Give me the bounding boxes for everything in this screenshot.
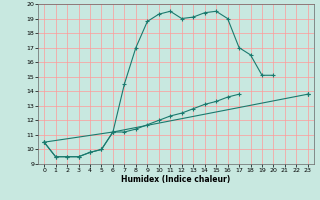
X-axis label: Humidex (Indice chaleur): Humidex (Indice chaleur): [121, 175, 231, 184]
